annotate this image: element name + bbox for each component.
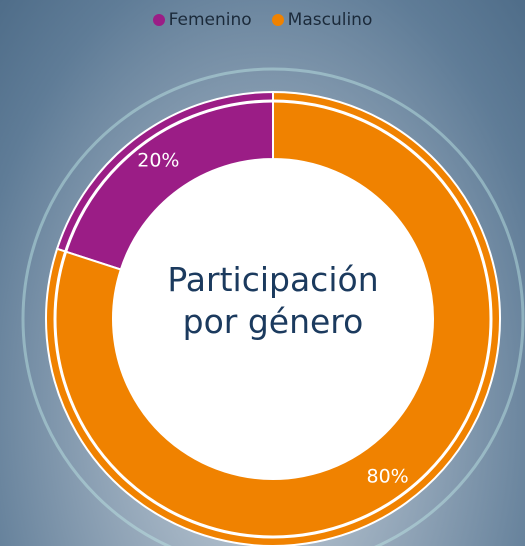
inner-ring xyxy=(53,99,493,539)
legend-label: Masculino xyxy=(287,10,373,30)
legend-item: Femenino xyxy=(152,10,252,30)
legend-marker xyxy=(271,14,284,26)
legend: Femenino Masculino xyxy=(0,10,525,30)
pie-slice xyxy=(45,90,501,546)
chart-title: Participación por género xyxy=(167,260,379,341)
legend-marker xyxy=(152,14,165,26)
data-label: 20% xyxy=(137,150,179,172)
legend-label: Femenino xyxy=(168,10,252,30)
decor-ring xyxy=(21,67,525,546)
data-label: 80% xyxy=(367,465,409,487)
legend-item: Masculino xyxy=(271,10,373,30)
donut-hole xyxy=(113,159,433,479)
